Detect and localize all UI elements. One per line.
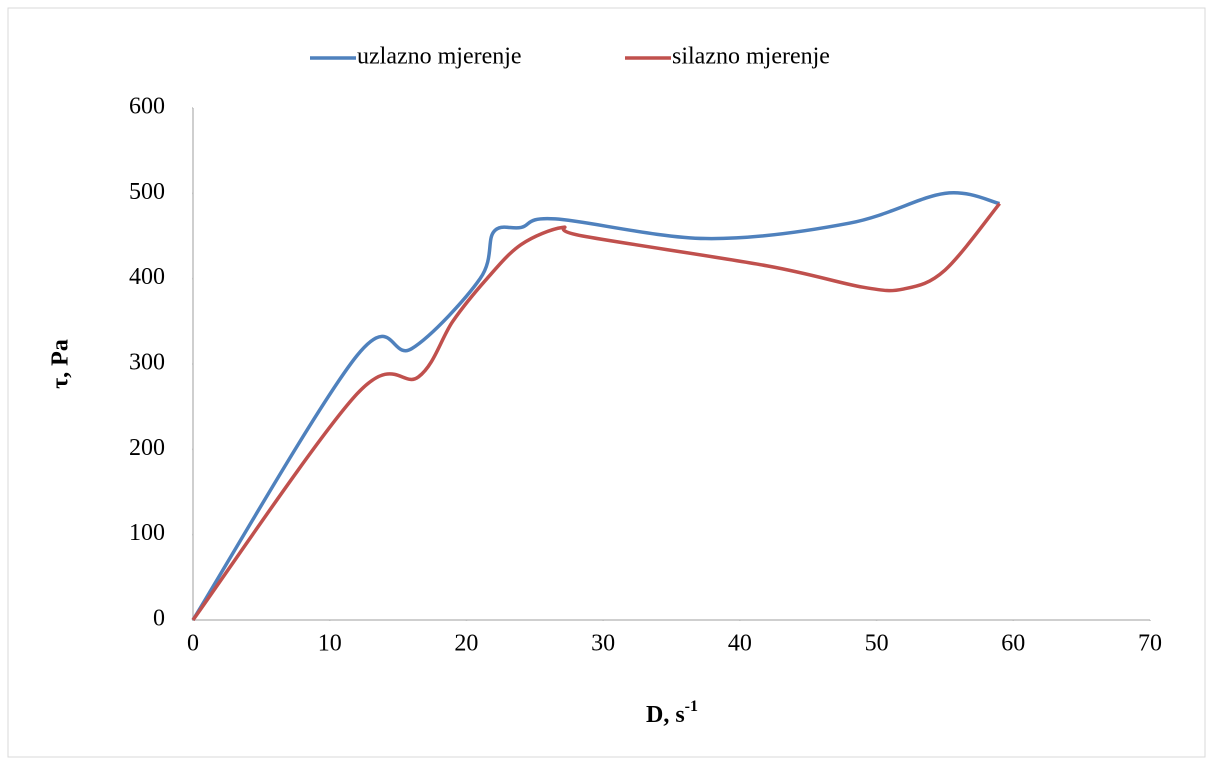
y-tick-label: 300 (129, 350, 165, 376)
series-line (191, 191, 1001, 621)
y-tick-label: 600 (129, 94, 165, 120)
x-tick-label: 60 (1001, 631, 1025, 657)
x-tick-label: 10 (318, 631, 342, 657)
x-tick-label: 20 (454, 631, 478, 657)
y-tick-label: 500 (129, 179, 165, 205)
y-tick-label: 200 (129, 435, 165, 461)
x-tick-label: 50 (865, 631, 889, 657)
legend-label: silazno mjerenje (672, 44, 830, 70)
x-axis-label-superscript: -1 (685, 698, 698, 715)
x-tick-label: 0 (187, 631, 199, 657)
y-tick-label: 100 (129, 520, 165, 546)
x-tick-label: 70 (1138, 631, 1162, 657)
legend-label: uzlazno mjerenje (357, 44, 522, 70)
x-axis-label: D, s-1 (646, 698, 698, 728)
x-tick-label: 40 (728, 631, 752, 657)
y-tick-label: 0 (153, 606, 165, 632)
chart-border (7, 7, 1206, 758)
x-axis-label-text: D, s (646, 702, 685, 728)
series-line (191, 202, 1001, 622)
y-axis-label: τ, Pa (48, 339, 74, 389)
x-tick-label: 30 (591, 631, 615, 657)
y-tick-label: 400 (129, 264, 165, 290)
